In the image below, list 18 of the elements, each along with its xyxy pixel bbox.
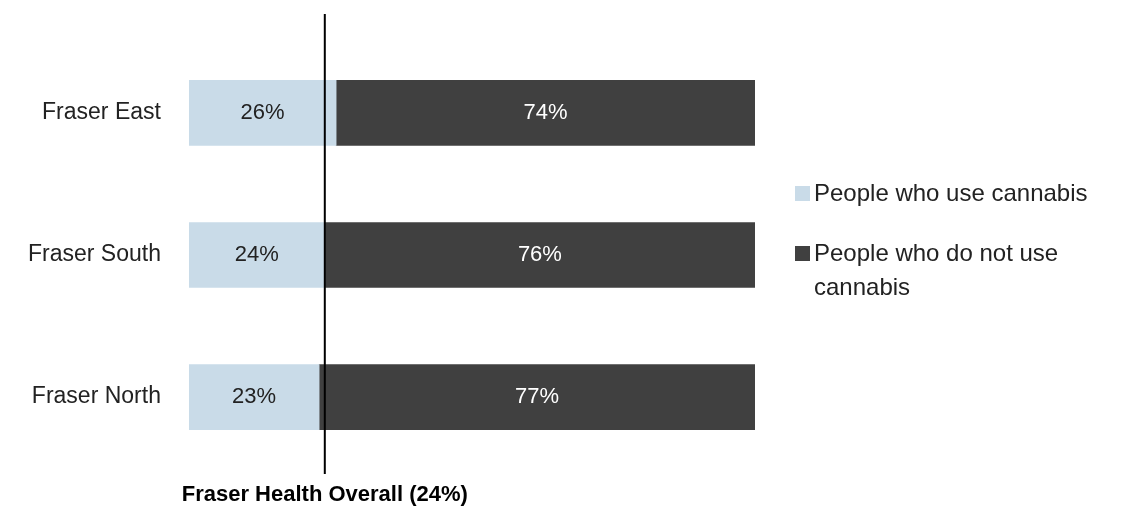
y-tick-label: Fraser South: [27, 240, 161, 267]
y-tick-label: Fraser North: [31, 382, 161, 409]
bar: [188, 80, 337, 146]
y-tick-label: Fraser East: [42, 98, 162, 125]
ref-line-label: Fraser Health Overall (24%): [181, 481, 468, 507]
data-label: 24%: [234, 241, 279, 267]
bar: [324, 222, 755, 288]
bar: [188, 222, 326, 288]
data-label: 26%: [240, 98, 285, 124]
bar: [188, 364, 320, 430]
data-label: 76%: [517, 241, 562, 267]
data-label: 74%: [523, 98, 568, 124]
bar: [318, 364, 755, 430]
data-label: 77%: [515, 383, 560, 409]
data-label: 23%: [232, 383, 277, 409]
bar: [335, 80, 755, 146]
legend-label: People who do not use cannabis: [814, 238, 1060, 302]
legend-label: People who use cannabis: [814, 178, 1088, 208]
